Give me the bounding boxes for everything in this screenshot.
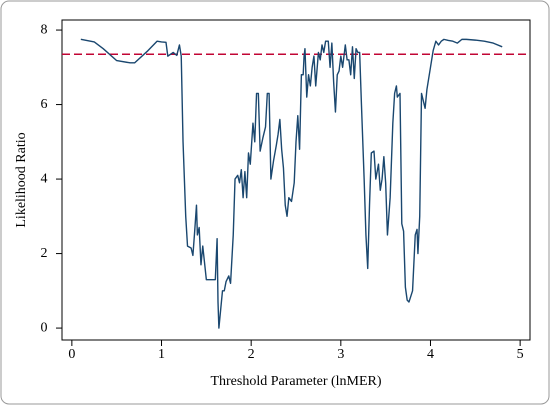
y-tick-label: 6 xyxy=(41,97,48,112)
x-tick-label: 2 xyxy=(248,347,255,362)
x-tick-label: 1 xyxy=(158,347,165,362)
y-tick-label: 2 xyxy=(41,246,48,261)
data-line xyxy=(80,38,503,329)
x-tick-label: 5 xyxy=(517,347,524,362)
y-axis-title: Likelihood Ratio xyxy=(14,132,29,227)
x-tick-label: 0 xyxy=(68,347,75,362)
x-tick-label: 3 xyxy=(337,347,344,362)
x-axis-title: Threshold Parameter (lnMER) xyxy=(210,374,381,389)
y-tick-label: 0 xyxy=(41,320,48,335)
x-tick-label: 4 xyxy=(427,347,434,362)
plot-frame xyxy=(61,19,531,341)
y-tick-label: 4 xyxy=(41,171,48,186)
y-tick-label: 8 xyxy=(41,22,48,37)
